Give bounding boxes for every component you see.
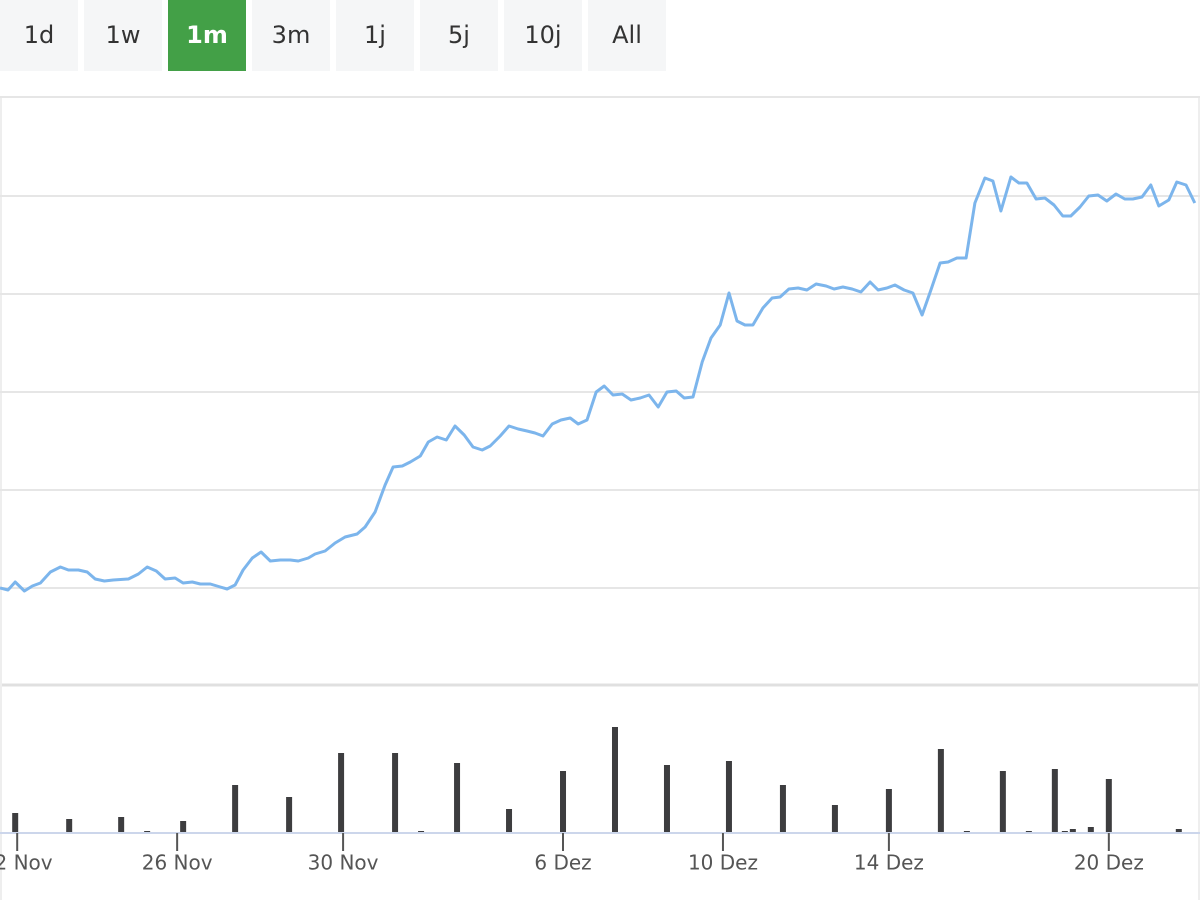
range-button[interactable]: 1j	[336, 0, 414, 71]
x-tick-label: 22 Nov	[0, 851, 53, 875]
range-button[interactable]: 1d	[0, 0, 78, 71]
volume-bar	[454, 763, 461, 833]
volume-bar	[831, 805, 838, 833]
x-tick-label: 30 Nov	[308, 851, 379, 875]
volume-bar	[999, 771, 1006, 833]
x-tick-label: 10 Dez	[688, 851, 758, 875]
volume-bar	[885, 789, 892, 833]
volume-bar	[1087, 827, 1094, 833]
price-line	[0, 175, 1197, 593]
x-tick-label: 20 Dez	[1074, 851, 1144, 875]
volume-bar	[663, 765, 670, 833]
volume-bar	[1105, 779, 1112, 833]
volume-bar	[560, 771, 567, 833]
range-button[interactable]: 1w	[84, 0, 162, 71]
volume-bar	[12, 813, 19, 833]
x-tick-label: 6 Dez	[534, 851, 591, 875]
range-button[interactable]: 5j	[420, 0, 498, 71]
volume-bar	[232, 785, 239, 833]
range-button[interactable]: All	[588, 0, 666, 71]
volume-bar	[180, 821, 187, 833]
volume-bar	[1051, 769, 1058, 833]
volume-bar	[779, 785, 786, 833]
volume-bar	[66, 819, 73, 833]
volume-bar	[286, 797, 293, 833]
volume-bar	[392, 753, 399, 833]
volume-bar	[506, 809, 513, 833]
volume-bar	[937, 749, 944, 833]
x-tick-label: 26 Nov	[142, 851, 213, 875]
volume-bar	[1069, 829, 1076, 833]
range-button[interactable]: 3m	[252, 0, 330, 71]
volume-bar	[338, 753, 345, 833]
range-button[interactable]: 1m	[168, 0, 246, 71]
volume-bar	[118, 817, 125, 833]
volume-bar	[1175, 829, 1182, 833]
volume-bar	[611, 727, 618, 833]
x-tick-label: 14 Dez	[854, 851, 924, 875]
volume-bar	[725, 761, 732, 833]
range-button[interactable]: 10j	[504, 0, 582, 71]
